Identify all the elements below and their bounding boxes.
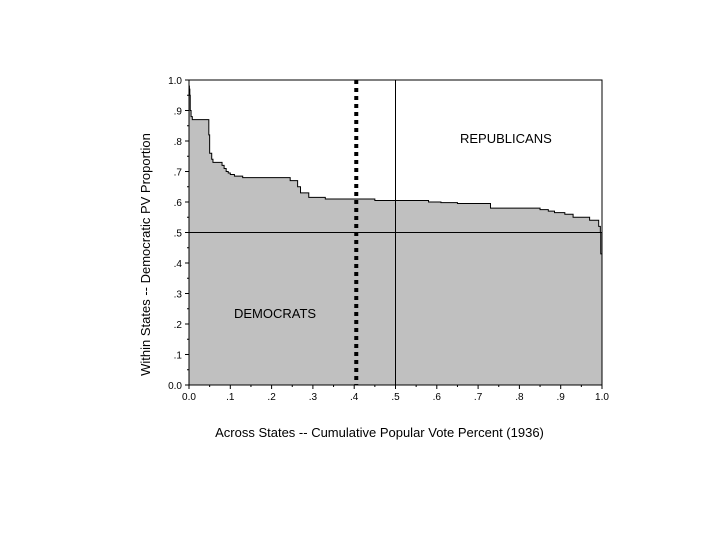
democrats-label: DEMOCRATS xyxy=(234,306,316,321)
y-tick-label: 1.0 xyxy=(168,76,182,87)
y-tick-label: .4 xyxy=(174,259,183,270)
x-tick-label: .9 xyxy=(557,392,566,403)
y-tick-label: .2 xyxy=(174,320,183,331)
republicans-label: REPUBLICANS xyxy=(460,131,552,146)
reference-lines-layer xyxy=(189,80,602,385)
x-tick-label: .6 xyxy=(433,392,442,403)
x-tick-label: .7 xyxy=(474,392,483,403)
y-tick-label: .3 xyxy=(174,290,183,301)
x-axis: 0.0 .1 .2 .3 .4 .5 .6 .7 .8 .9 1.0 xyxy=(182,385,609,403)
x-tick-label: .8 xyxy=(515,392,524,403)
x-tick-label: .5 xyxy=(391,392,400,403)
x-tick-label: .4 xyxy=(350,392,359,403)
y-tick-label: .1 xyxy=(174,351,183,362)
x-tick-label: .1 xyxy=(226,392,235,403)
y-tick-label: .9 xyxy=(174,107,183,118)
y-tick-label: 0.0 xyxy=(168,381,182,392)
y-tick-label: .8 xyxy=(174,137,183,148)
y-tick-label: .5 xyxy=(174,229,183,240)
y-axis-title: Within States -- Democratic PV Proportio… xyxy=(138,133,153,376)
x-axis-title: Across States -- Cumulative Popular Vote… xyxy=(215,425,544,440)
x-tick-label: 1.0 xyxy=(595,392,609,403)
y-tick-label: .6 xyxy=(174,198,183,209)
y-tick-label: .7 xyxy=(174,168,183,179)
x-tick-label: 0.0 xyxy=(182,392,196,403)
x-tick-label: .3 xyxy=(309,392,318,403)
x-tick-label: .2 xyxy=(267,392,276,403)
y-axis: 0.0 .1 .2 .3 .4 .5 .6 .7 .8 .9 1.0 xyxy=(168,76,189,392)
